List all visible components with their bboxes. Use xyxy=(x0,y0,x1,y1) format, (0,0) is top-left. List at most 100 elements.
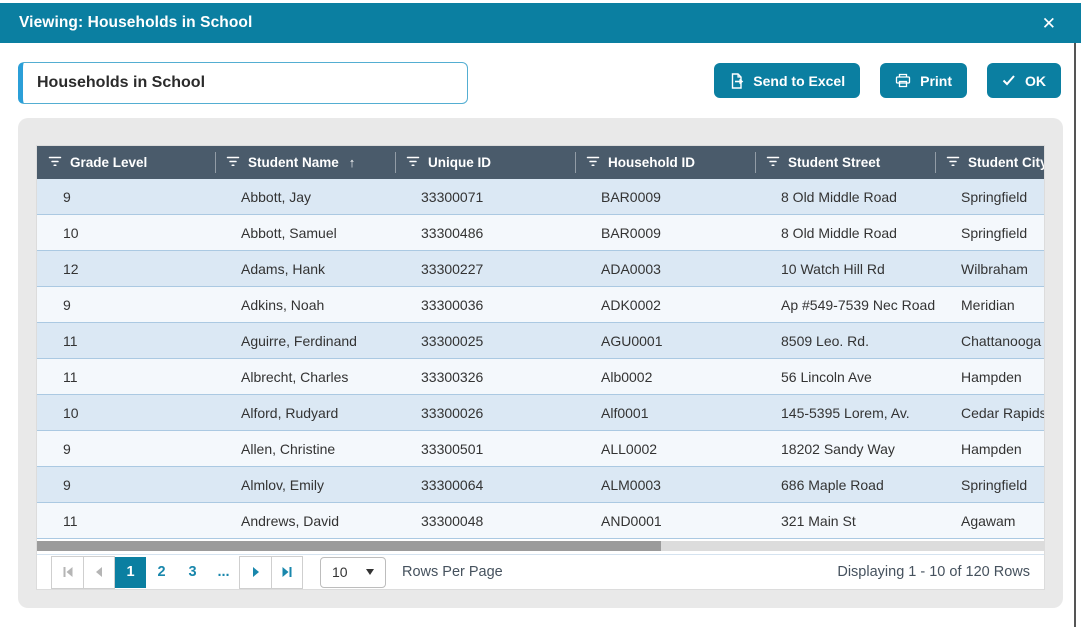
table-cell: 686 Maple Road xyxy=(781,476,884,493)
table-cell: 10 xyxy=(63,404,79,421)
table-cell: Abbott, Jay xyxy=(241,188,312,205)
table-cell: Albrecht, Charles xyxy=(241,368,349,385)
pagination-first-button[interactable] xyxy=(52,556,83,588)
column-header[interactable]: Household ID xyxy=(575,146,755,179)
column-header-label: Student City xyxy=(968,155,1044,170)
table-row[interactable]: 9 Abbott, Jay 33300071 BAR0009 8 Old Middle … xyxy=(37,179,1044,215)
table-cell: Chattanooga xyxy=(961,332,1042,349)
table-cell: ALL0002 xyxy=(601,440,658,457)
horizontal-scrollbar-thumb[interactable] xyxy=(37,541,662,551)
table-row[interactable]: 11 Andrews, David 33300048 AND0001 321 Main … xyxy=(37,503,1044,539)
table-cell: BAR0009 xyxy=(601,188,661,205)
page-button[interactable]: 2 xyxy=(146,557,177,588)
print-button[interactable]: Print xyxy=(880,63,967,98)
close-icon[interactable]: ✕ xyxy=(1036,11,1062,36)
pagination-prev-button[interactable] xyxy=(83,556,114,588)
table-cell: Adams, Hank xyxy=(241,260,326,277)
table-cell: 33300071 xyxy=(421,188,484,205)
table-cell: 56 Lincoln Ave xyxy=(781,368,872,385)
column-header[interactable]: Unique ID xyxy=(395,146,575,179)
table-cell: 33300501 xyxy=(421,440,484,457)
table-cell: Springfield xyxy=(961,188,1028,205)
send-to-excel-button[interactable]: Send to Excel xyxy=(714,63,861,98)
table-cell: 11 xyxy=(63,512,78,529)
table-cell: Springfield xyxy=(961,476,1028,493)
table-row[interactable]: 9 Adkins, Noah 33300036 ADK0002 Ap #549-7539… xyxy=(37,287,1044,323)
page-button[interactable]: 1 xyxy=(115,556,146,588)
filter-icon[interactable] xyxy=(406,155,420,170)
table-cell: Ap #549-7539 Nec Road xyxy=(781,296,935,313)
table-cell: 33300227 xyxy=(421,260,484,277)
print-label: Print xyxy=(920,72,952,89)
toolbar-buttons: Send to Excel Print OK xyxy=(714,63,1061,98)
view-name-input[interactable] xyxy=(18,62,468,104)
table-cell: ALM0003 xyxy=(601,476,661,493)
table-cell: 9 xyxy=(63,440,71,457)
table-cell: 33300486 xyxy=(421,224,484,241)
table-cell: AGU0001 xyxy=(601,332,663,349)
table-cell: Abbott, Samuel xyxy=(241,224,337,241)
check-icon xyxy=(1002,75,1016,86)
table-cell: Cedar Rapids xyxy=(961,404,1044,421)
table-row[interactable]: 10 Abbott, Samuel 33300486 BAR0009 8 Old Mid… xyxy=(37,215,1044,251)
table-cell: 321 Main St xyxy=(781,512,856,529)
results-panel: Grade Level Student Name ↑ Unique ID Hou… xyxy=(18,118,1063,608)
page-button[interactable]: 3 xyxy=(177,557,208,588)
table-cell: Wilbraham xyxy=(961,260,1028,277)
table-row[interactable]: 10 Alford, Rudyard 33300026 Alf0001 145-5395… xyxy=(37,395,1044,431)
table-cell: 33300025 xyxy=(421,332,484,349)
column-header-label: Unique ID xyxy=(428,155,491,170)
filter-icon[interactable] xyxy=(226,155,240,170)
table-row[interactable]: 9 Allen, Christine 33300501 ALL0002 18202 Sa… xyxy=(37,431,1044,467)
column-header-label: Student Street xyxy=(788,155,881,170)
column-header-label: Household ID xyxy=(608,155,695,170)
column-header[interactable]: Grade Level xyxy=(37,146,215,179)
pagination-pages: 1 2 3... xyxy=(115,556,239,588)
table-cell: 33300048 xyxy=(421,512,484,529)
table-header: Grade Level Student Name ↑ Unique ID Hou… xyxy=(37,146,1044,179)
pagination-ellipsis[interactable]: ... xyxy=(208,557,239,588)
table-row[interactable]: 12 Adams, Hank 33300227 ADA0003 10 Watch Hil… xyxy=(37,251,1044,287)
table-cell: 10 xyxy=(63,224,79,241)
displaying-status: Displaying 1 - 10 of 120 Rows xyxy=(837,564,1030,580)
table-cell: 10 Watch Hill Rd xyxy=(781,260,885,277)
table-cell: Alb0002 xyxy=(601,368,653,385)
horizontal-scrollbar[interactable] xyxy=(37,541,1044,551)
table-card: Grade Level Student Name ↑ Unique ID Hou… xyxy=(36,145,1045,590)
sort-ascending-icon: ↑ xyxy=(348,155,356,170)
table-cell: ADA0003 xyxy=(601,260,661,277)
filter-icon[interactable] xyxy=(48,155,62,170)
table-row[interactable]: 9 Almlov, Emily 33300064 ALM0003 686 Maple R… xyxy=(37,467,1044,503)
filter-icon[interactable] xyxy=(946,155,960,170)
table-cell: 9 xyxy=(63,296,71,313)
table-cell: 8 Old Middle Road xyxy=(781,224,897,241)
table-cell: Agawam xyxy=(961,512,1016,529)
table-cell: Alf0001 xyxy=(601,404,649,421)
send-to-excel-label: Send to Excel xyxy=(753,72,846,89)
column-header[interactable]: Student City xyxy=(935,146,1044,179)
table-cell: 18202 Sandy Way xyxy=(781,440,895,457)
table-cell: 9 xyxy=(63,476,71,493)
filter-icon[interactable] xyxy=(586,155,600,170)
pagination-next-button[interactable] xyxy=(240,556,271,588)
pagination-bar: 1 2 3... 10 Rows Per Page Displaying 1 - 1… xyxy=(37,554,1044,589)
column-header[interactable]: Student Name ↑ xyxy=(215,146,395,179)
rows-per-page-select[interactable]: 10 xyxy=(320,556,386,588)
pagination-last-button[interactable] xyxy=(271,556,302,588)
table-cell: 33300026 xyxy=(421,404,484,421)
table-row[interactable]: 11 Albrecht, Charles 33300326 Alb0002 56 Lin… xyxy=(37,359,1044,395)
table-cell: Hampden xyxy=(961,440,1022,457)
column-header[interactable]: Student Street xyxy=(755,146,935,179)
table-cell: 8509 Leo. Rd. xyxy=(781,332,869,349)
ok-button[interactable]: OK xyxy=(987,63,1061,98)
table-cell: Alford, Rudyard xyxy=(241,404,339,421)
filter-icon[interactable] xyxy=(766,155,780,170)
table-cell: 33300064 xyxy=(421,476,484,493)
table-cell: 9 xyxy=(63,188,71,205)
column-header-label: Grade Level xyxy=(70,155,148,170)
table-row[interactable]: 11 Aguirre, Ferdinand 33300025 AGU0001 8509 … xyxy=(37,323,1044,359)
table-cell: ADK0002 xyxy=(601,296,661,313)
table-cell: 33300326 xyxy=(421,368,484,385)
ok-label: OK xyxy=(1025,72,1046,89)
pagination-back-group xyxy=(51,555,115,589)
